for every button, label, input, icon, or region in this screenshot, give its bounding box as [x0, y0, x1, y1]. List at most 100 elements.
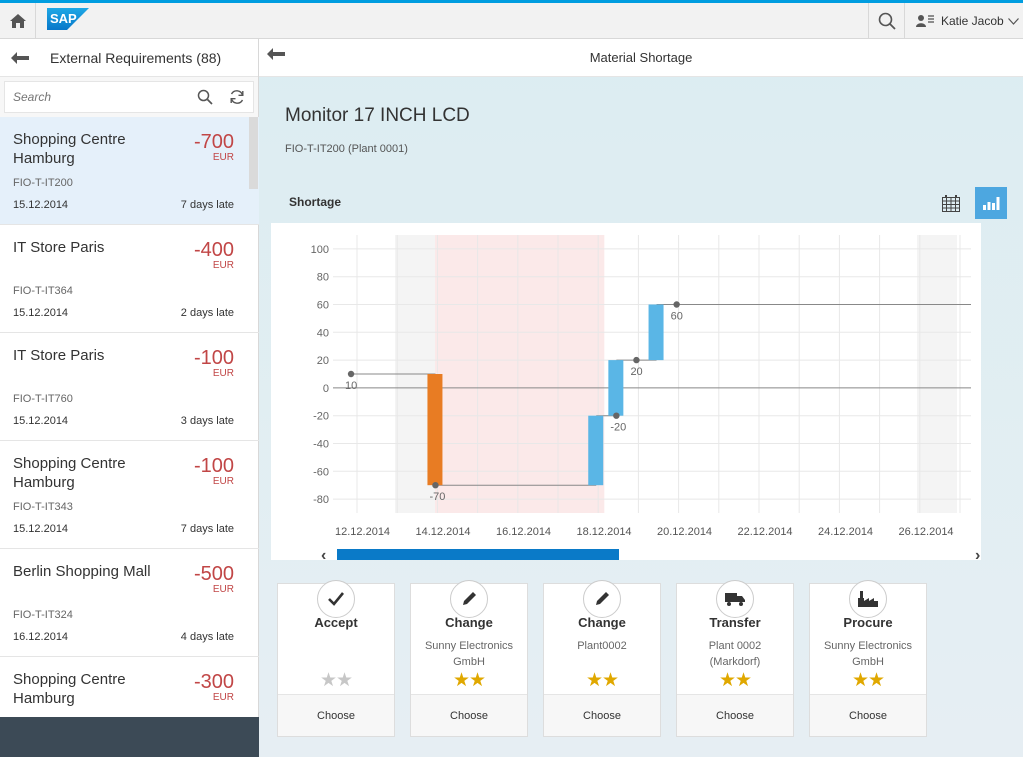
list-item-amount: -500 EUR — [194, 563, 234, 595]
x-tick-label: 20.12.2014 — [657, 526, 712, 538]
amount-value: -300 — [193, 671, 234, 693]
factory-icon — [849, 580, 887, 618]
detail-panel: Material Shortage Monitor 17 INCH LCD FI… — [259, 39, 1023, 757]
check-icon — [317, 580, 355, 618]
home-button[interactable] — [0, 3, 36, 39]
section-title: Shortage — [289, 195, 342, 209]
master-back-button[interactable] — [0, 51, 40, 64]
y-tick-label: 0 — [323, 383, 329, 395]
list-scrollbar[interactable] — [249, 117, 258, 189]
list-item[interactable]: Shopping Centre Hamburg -300 EUR — [0, 657, 259, 757]
list-item[interactable]: IT Store Paris -400 EUR FIO-T-IT364 15.12… — [0, 225, 259, 333]
list-item-date: 15.12.2014 — [13, 523, 69, 535]
list-item-amount: -700 EUR — [194, 131, 234, 163]
shortage-chart: 100 80 60 40 20 0 -20 -40 -60 -80 10 -70 -20 20 60 12.1… — [271, 223, 981, 560]
list-item[interactable]: IT Store Paris -100 EUR FIO-T-IT760 15.12… — [0, 333, 259, 441]
solution-card[interactable]: Change Sunny Electronics GmbH ★★ Choose — [410, 580, 528, 737]
page-title: Material Shortage — [589, 50, 693, 65]
shortage-period-band — [421, 235, 605, 513]
refresh-icon — [230, 90, 244, 104]
list-item-id: FIO-T-IT200 — [13, 177, 73, 189]
user-name: Katie Jacob — [941, 14, 1004, 28]
list-item-title: Shopping Centre Hamburg — [13, 455, 126, 491]
amount-currency: EUR — [212, 368, 234, 379]
rating-stars: ★★ — [452, 670, 486, 691]
choose-button[interactable]: Choose — [411, 694, 527, 736]
rating-stars: ★★ — [851, 670, 885, 691]
list-item-title: Berlin Shopping Mall — [13, 563, 151, 580]
y-tick-label: -80 — [313, 494, 329, 506]
shortage-chart-svg: 100 80 60 40 20 0 -20 -40 -60 -80 10 -70 -20 20 60 12.1… — [311, 235, 980, 560]
list-item-status: 2 days late — [180, 307, 234, 319]
y-tick-label: 100 — [311, 244, 329, 256]
solution-subtitle: Plant0002 — [577, 640, 627, 652]
chart-view-button[interactable] — [975, 187, 1007, 219]
shell-search-button[interactable] — [868, 3, 904, 39]
data-label: -20 — [610, 422, 626, 434]
list-item-status: 3 days late — [180, 415, 234, 427]
list-item-title: IT Store Paris — [13, 347, 105, 364]
data-label: 20 — [630, 366, 642, 378]
data-label: 60 — [671, 311, 683, 323]
y-tick-label: 80 — [317, 272, 329, 284]
chart-scrollbar-thumb — [337, 549, 619, 560]
amount-value: -400 — [193, 239, 234, 261]
arrow-left-icon — [267, 48, 285, 60]
choose-button[interactable]: Choose — [544, 694, 660, 736]
solution-title: Transfer — [709, 615, 761, 630]
search-button[interactable] — [197, 89, 213, 110]
data-point — [633, 356, 640, 364]
x-tick-label: 24.12.2014 — [818, 526, 873, 538]
y-tick-label: -40 — [313, 439, 329, 451]
amount-currency: EUR — [212, 260, 234, 271]
list-item-title: Shopping Centre Hamburg — [13, 671, 126, 707]
refresh-button[interactable] — [229, 89, 245, 110]
choose-button[interactable]: Choose — [278, 694, 394, 736]
solution-card[interactable]: Transfer Plant 0002 (Markdorf) ★★ Choose — [676, 580, 794, 737]
list-item-id: FIO-T-IT324 — [13, 609, 73, 621]
solution-card[interactable]: Change Plant0002 ★★ Choose — [543, 580, 661, 737]
detail-back-button[interactable] — [267, 48, 285, 63]
list-item-date: 15.12.2014 — [13, 307, 69, 319]
search-input[interactable] — [5, 90, 185, 104]
amount-currency: EUR — [212, 476, 234, 487]
data-label: 10 — [345, 380, 357, 392]
x-tick-label: 12.12.2014 — [335, 526, 390, 538]
amount-value: -100 — [193, 455, 234, 477]
list-item[interactable]: Berlin Shopping Mall -500 EUR FIO-T-IT324… — [0, 549, 259, 657]
y-tick-label: -20 — [313, 411, 329, 423]
solution-subtitle: Sunny Electronics GmbH — [424, 640, 514, 668]
object-subtitle: FIO-T-IT200 (Plant 0001) — [285, 143, 408, 155]
master-list-panel: External Requirements (88) Shopping Cent… — [0, 39, 259, 757]
y-tick-label: 20 — [317, 355, 329, 367]
choose-button[interactable]: Choose — [810, 694, 926, 736]
solution-subtitle: Sunny Electronics GmbH — [823, 640, 913, 668]
list-item-amount: -100 EUR — [194, 455, 234, 487]
list-item-id: FIO-T-IT364 — [13, 285, 73, 297]
solution-title: Accept — [314, 615, 358, 630]
y-tick-label: 60 — [317, 300, 329, 312]
list-item-date: 15.12.2014 — [13, 199, 69, 211]
user-menu[interactable]: Katie Jacob — [904, 3, 1023, 39]
data-point — [432, 482, 439, 489]
amount-currency: EUR — [212, 152, 234, 163]
list-item[interactable]: Shopping Centre Hamburg -100 EUR FIO-T-IT… — [0, 441, 259, 549]
list-item-amount: -400 EUR — [194, 239, 234, 271]
solution-title: Change — [578, 615, 626, 630]
solution-title: Change — [445, 615, 493, 630]
home-icon — [9, 14, 26, 28]
table-view-button[interactable] — [935, 187, 967, 219]
chart-scroll-left-button[interactable]: ‹ — [321, 547, 326, 560]
bar-chart-icon — [983, 197, 1000, 210]
x-tick-label: 14.12.2014 — [416, 526, 471, 538]
step-bar — [427, 374, 443, 486]
list-item-title: Shopping Centre Hamburg — [13, 131, 126, 167]
rating-stars: ★★ — [585, 670, 619, 691]
choose-button[interactable]: Choose — [677, 694, 793, 736]
chart-scroll-right-button[interactable]: › — [975, 547, 980, 560]
list-item[interactable]: Shopping Centre Hamburg -700 EUR FIO-T-IT… — [0, 117, 259, 225]
solution-card[interactable]: Accept ★★ Choose — [277, 580, 395, 737]
pencil-icon — [583, 580, 621, 618]
solution-card[interactable]: Procure Sunny Electronics GmbH ★★ Choose — [809, 580, 927, 737]
rating-stars: ★★ — [718, 670, 752, 691]
